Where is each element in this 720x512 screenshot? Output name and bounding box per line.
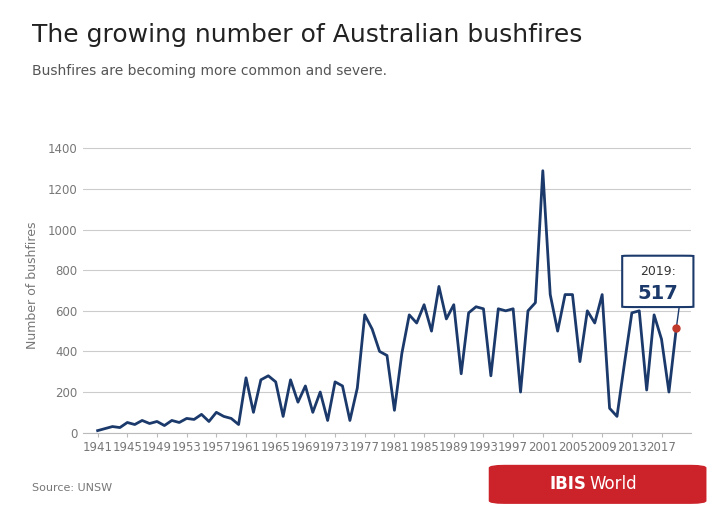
Text: The growing number of Australian bushfires: The growing number of Australian bushfir…	[32, 23, 582, 47]
Text: 2019:: 2019:	[640, 265, 676, 278]
Text: Source: UNSW: Source: UNSW	[32, 482, 112, 493]
Y-axis label: Number of bushfires: Number of bushfires	[26, 222, 39, 349]
Text: World: World	[590, 475, 637, 494]
FancyBboxPatch shape	[622, 255, 693, 307]
FancyBboxPatch shape	[489, 465, 706, 504]
Text: 517: 517	[637, 284, 678, 303]
Text: IBIS: IBIS	[549, 475, 586, 494]
Text: Bushfires are becoming more common and severe.: Bushfires are becoming more common and s…	[32, 64, 387, 78]
